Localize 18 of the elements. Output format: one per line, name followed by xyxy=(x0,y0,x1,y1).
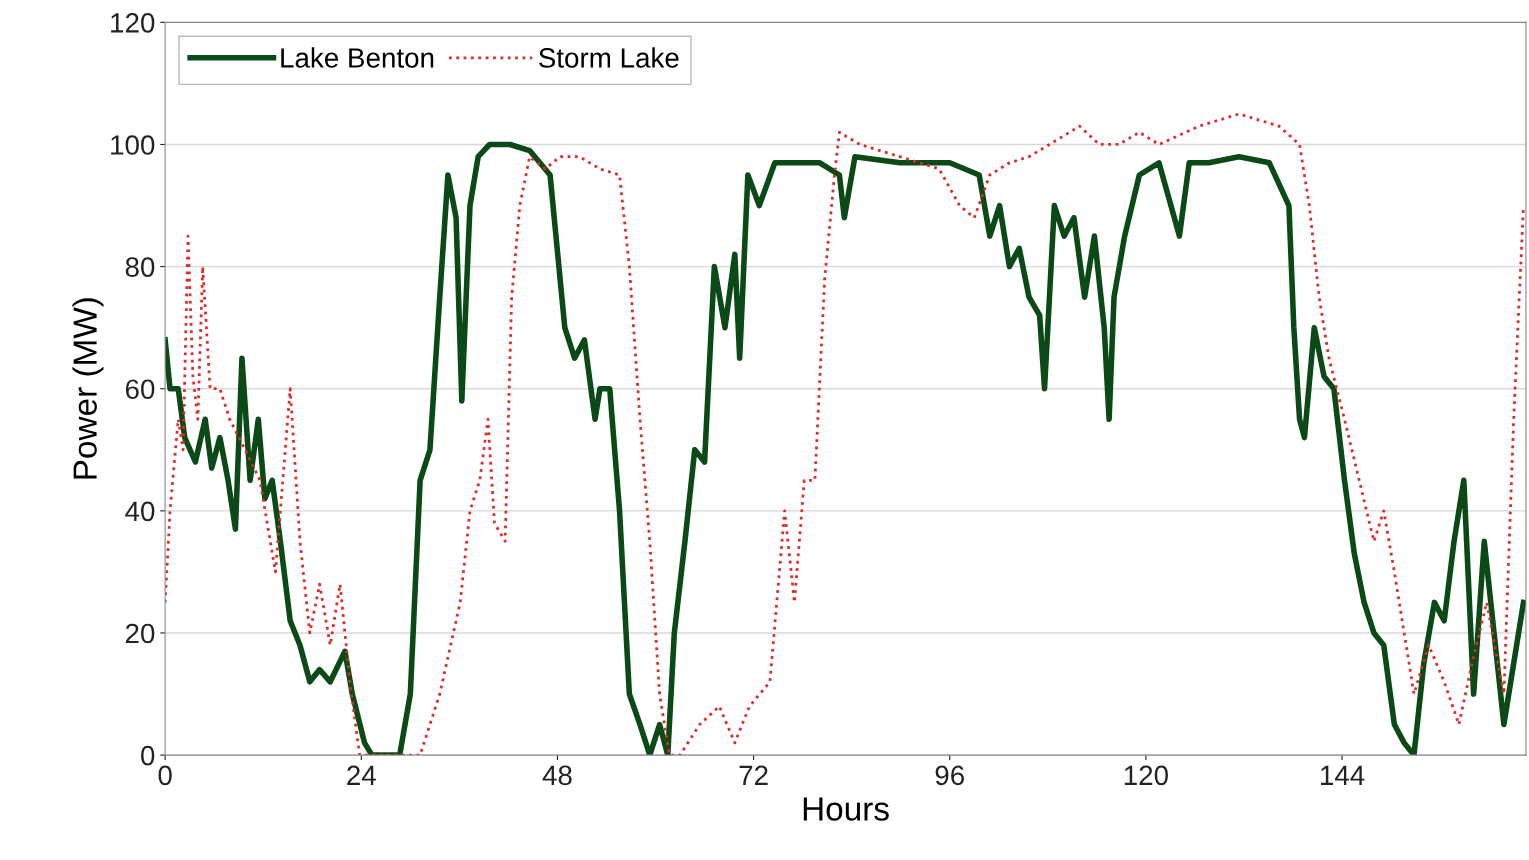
x-tick-label: 72 xyxy=(739,765,768,785)
y-tick-label: 20 xyxy=(125,623,155,644)
x-axis-title: Hours xyxy=(803,797,889,821)
y-tick-label: 120 xyxy=(111,13,155,33)
y-tick-label: 100 xyxy=(111,135,155,155)
x-tick-label: 96 xyxy=(935,765,964,786)
x-tick-label: 0 xyxy=(158,765,172,786)
legend-label: Storm Lake xyxy=(539,47,679,68)
x-tick-label: 24 xyxy=(347,765,376,785)
y-tick-label: 40 xyxy=(125,501,155,522)
x-tick-label: 144 xyxy=(1321,765,1365,785)
legend-label: Lake Benton xyxy=(281,47,434,68)
x-tick-label: 120 xyxy=(1124,765,1168,786)
y-tick-label: 80 xyxy=(125,257,155,277)
y-axis-title: Power (MW) xyxy=(72,298,104,479)
x-tick-label: 48 xyxy=(542,765,572,786)
y-tick-label: 60 xyxy=(125,379,155,400)
y-tick-label: 0 xyxy=(141,745,155,766)
